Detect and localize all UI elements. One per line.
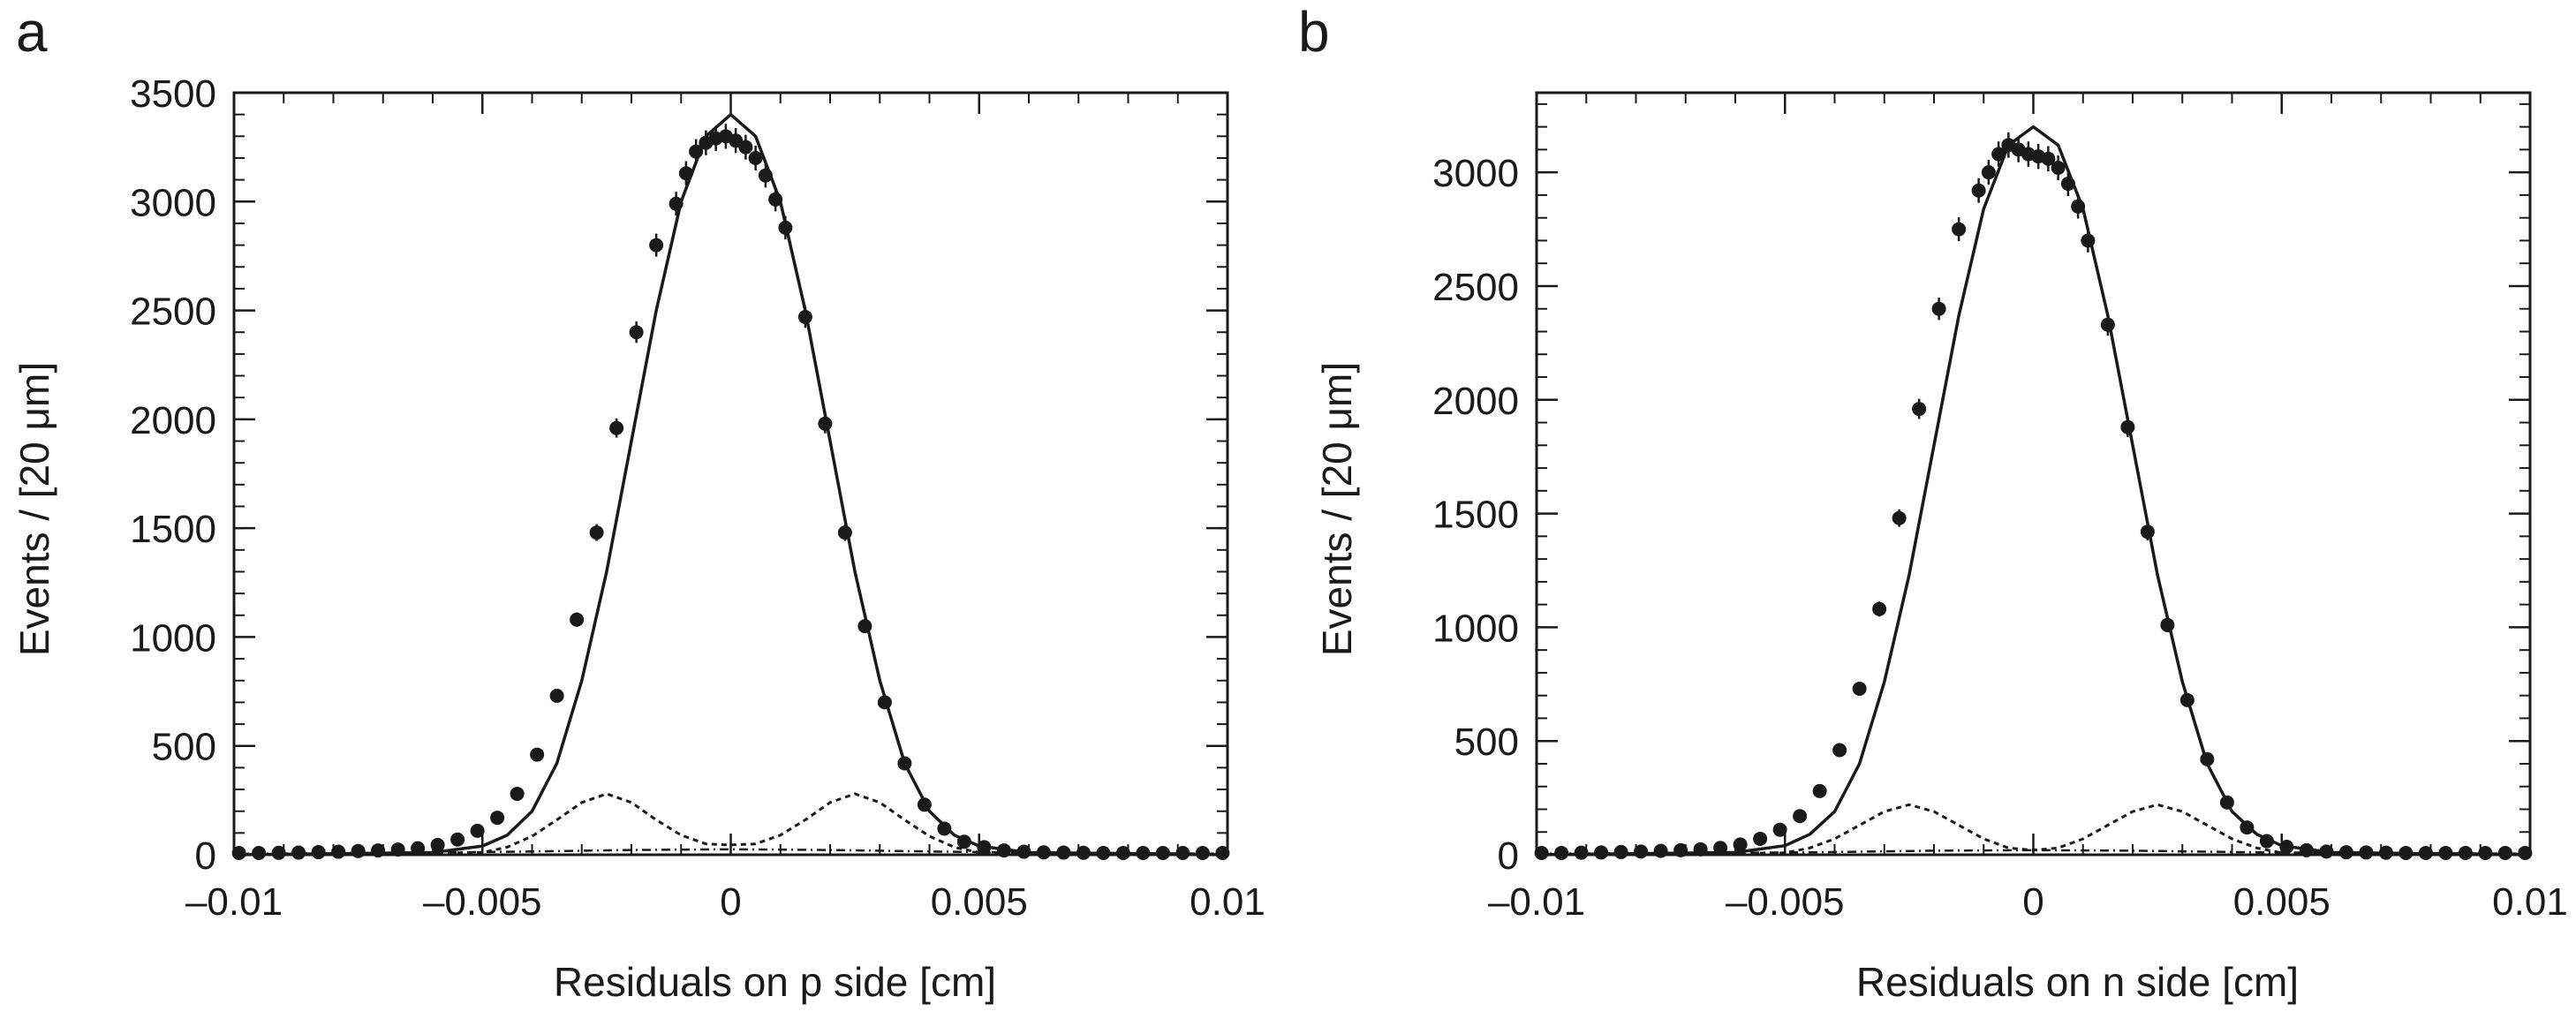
- data-point: [1912, 402, 1927, 417]
- fit-curve-total: [233, 112, 1228, 857]
- data-point: [2518, 845, 2533, 860]
- data-point: [1981, 165, 1996, 180]
- data-point: [549, 689, 564, 704]
- data-point: [1772, 822, 1787, 837]
- data-point: [490, 811, 505, 826]
- data-point: [1653, 843, 1668, 858]
- data-point: [1872, 601, 1887, 616]
- fit-curve-side-components: [233, 792, 1228, 857]
- y-axis-title: Events / [20 μm]: [1314, 362, 1360, 656]
- y-axis-title: Events / [20 μm]: [11, 362, 57, 656]
- y-tick-label: 2000: [1432, 380, 1519, 423]
- data-point: [609, 420, 624, 435]
- data-point: [430, 837, 445, 852]
- fit-curve-background: [1536, 849, 2531, 855]
- y-tick-label: 3500: [130, 72, 216, 116]
- data-point: [1215, 846, 1230, 861]
- x-tick-label: –0.005: [423, 880, 542, 924]
- data-point: [450, 832, 465, 847]
- data-point: [1952, 222, 1967, 237]
- data-point: [2041, 151, 2056, 166]
- data-point: [937, 821, 952, 836]
- y-tick-label: 0: [1498, 834, 1519, 878]
- y-tick-label: 500: [152, 726, 216, 769]
- data-point: [1852, 681, 1867, 696]
- y-tick-label: 2500: [1432, 266, 1519, 309]
- data-point: [1793, 809, 1808, 824]
- data-point: [1832, 743, 1847, 758]
- y-tick-label: 2500: [130, 291, 216, 334]
- x-tick-label: 0: [720, 880, 741, 924]
- y-tick-label: 1500: [130, 508, 216, 551]
- data-point: [729, 133, 744, 148]
- x-tick-label: 0.005: [931, 880, 1028, 924]
- data-point: [1613, 844, 1628, 859]
- x-tick-label: –0.01: [185, 880, 283, 924]
- data-point: [351, 843, 366, 858]
- x-tick-label: 0: [2022, 880, 2043, 924]
- y-tick-label: 1000: [130, 616, 216, 660]
- fit-curve-side-components: [1536, 803, 2531, 857]
- x-tick-label: –0.01: [1488, 880, 1585, 924]
- data-point: [1892, 510, 1907, 525]
- x-tick-label: 0.01: [1190, 880, 1265, 924]
- fit-curve-background: [233, 848, 1228, 856]
- data-point: [629, 325, 644, 340]
- data-point: [1971, 183, 1986, 198]
- data-point: [1733, 837, 1748, 852]
- data-point: [1753, 831, 1768, 846]
- panel-label: b: [1298, 0, 1330, 64]
- y-tick-label: 0: [195, 834, 216, 878]
- data-point: [510, 786, 525, 801]
- x-tick-label: –0.005: [1726, 880, 1845, 924]
- data-point: [589, 525, 604, 540]
- data-point: [470, 823, 485, 838]
- data-point: [1634, 844, 1649, 859]
- chart-panel-a: a –0.01 –0.005 0 0.005 0.01 0 500 1000 1500 2000 25…: [11, 0, 1265, 1005]
- data-point: [748, 150, 763, 165]
- y-tick-label: 1500: [1432, 494, 1519, 537]
- fit-curve-total: [1536, 125, 2531, 857]
- data-point: [570, 612, 585, 627]
- data-point: [530, 747, 545, 762]
- x-axis-title: Residuals on n side [cm]: [1856, 959, 2299, 1005]
- data-point: [2051, 161, 2066, 176]
- x-tick-label: 0.01: [2492, 880, 2568, 924]
- chart-panel-b: b –0.01 –0.005 0 0.005 0.01 0 500 1000 1500 2000 25…: [1298, 0, 2568, 1005]
- panel-label: a: [16, 0, 48, 64]
- x-tick-label: 0.005: [2233, 880, 2330, 924]
- data-point: [1812, 783, 1827, 798]
- y-tick-label: 500: [1454, 721, 1519, 764]
- data-point: [1673, 842, 1688, 857]
- y-tick-label: 2000: [130, 399, 216, 442]
- y-tick-label: 1000: [1432, 607, 1519, 650]
- data-point: [371, 843, 386, 858]
- data-point: [738, 140, 753, 155]
- data-point: [649, 238, 664, 253]
- y-tick-label: 3000: [130, 181, 216, 224]
- data-point: [1931, 301, 1946, 316]
- y-tick-label: 3000: [1432, 152, 1519, 195]
- x-axis-title: Residuals on p side [cm]: [554, 959, 996, 1005]
- data-point: [331, 844, 346, 859]
